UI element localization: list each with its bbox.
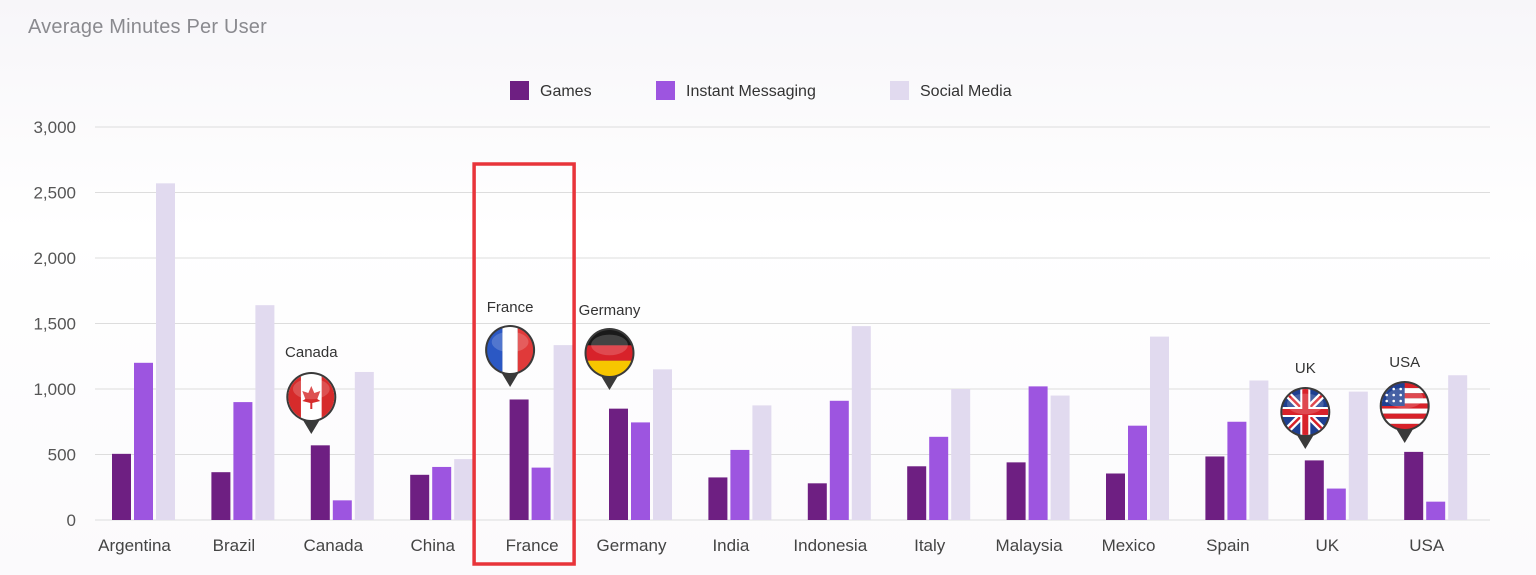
bar-malaysia-social-media	[1050, 395, 1070, 520]
bar-germany-games	[609, 408, 628, 520]
bar-spain-social-media	[1249, 380, 1269, 520]
flag-graphic	[288, 374, 335, 420]
bar-italy-social-media	[951, 389, 971, 520]
bar-canada-social-media	[354, 371, 374, 520]
bar-italy-instant-messaging	[929, 436, 949, 520]
bar-china-social-media	[454, 459, 474, 520]
x-tick-label: India	[712, 536, 749, 555]
bar-china-games	[410, 474, 430, 520]
highlight-box-france	[472, 162, 576, 566]
y-tick-label: 500	[48, 446, 76, 465]
france-flag-icon	[485, 325, 536, 387]
flag-label-uk: UK	[1295, 360, 1316, 377]
bar-malaysia-games	[1006, 462, 1026, 520]
y-tick-label: 2,000	[33, 249, 76, 268]
bar-china-instant-messaging	[432, 466, 452, 520]
flag-label-germany: Germany	[579, 302, 641, 319]
legend-swatch-instant-messaging	[656, 81, 675, 100]
bar-india-games	[708, 477, 728, 520]
bar-argentina-social-media	[156, 183, 175, 520]
legend-swatch-social-media	[890, 81, 909, 100]
chart-title: Average Minutes Per User	[28, 16, 267, 38]
legend-label[interactable]: Instant Messaging	[686, 83, 816, 100]
bar-france-instant-messaging	[531, 467, 551, 520]
x-tick-label: Brazil	[213, 536, 256, 555]
x-tick-label: Italy	[914, 536, 946, 555]
y-tick-label: 3,000	[33, 118, 76, 137]
bar-mexico-social-media	[1150, 336, 1169, 520]
pin-shine	[1286, 393, 1324, 415]
y-tick-label: 1,000	[33, 380, 76, 399]
x-tick-label: Mexico	[1102, 536, 1156, 555]
uk-flag-icon	[1280, 387, 1331, 449]
bar-usa-instant-messaging	[1426, 501, 1446, 520]
y-tick-label: 0	[67, 511, 76, 530]
x-tick-label: Spain	[1206, 536, 1249, 555]
flag-label-usa: USA	[1389, 354, 1420, 371]
x-tick-label: China	[410, 536, 455, 555]
pin-shine	[1386, 387, 1424, 409]
bar-mexico-instant-messaging	[1128, 425, 1147, 520]
y-tick-label: 2,500	[33, 184, 76, 203]
bar-indonesia-instant-messaging	[829, 400, 849, 520]
flag-graphic	[586, 330, 633, 376]
bar-indonesia-games	[807, 483, 827, 520]
x-tick-label: UK	[1315, 536, 1339, 555]
legend-label[interactable]: Games	[540, 83, 592, 100]
bar-germany-social-media	[653, 369, 672, 520]
x-tick-label: Canada	[304, 536, 364, 555]
pin-shine	[491, 331, 529, 353]
x-tick-label: USA	[1409, 536, 1445, 555]
bar-canada-instant-messaging	[332, 500, 352, 520]
bar-usa-games	[1404, 451, 1424, 520]
bar-india-instant-messaging	[730, 449, 750, 520]
pin-shine	[591, 334, 628, 356]
pin-shine	[292, 378, 330, 400]
bar-brazil-games	[211, 472, 231, 520]
bar-spain-instant-messaging	[1227, 421, 1247, 520]
flag-label-france: France	[487, 299, 534, 316]
bar-italy-games	[907, 466, 927, 520]
bar-usa-social-media	[1448, 375, 1468, 520]
bar-uk-instant-messaging	[1326, 488, 1346, 520]
bar-mexico-games	[1106, 473, 1125, 520]
bar-argentina-games	[112, 453, 131, 520]
y-tick-label: 1,500	[33, 315, 76, 334]
germany-flag-icon	[584, 328, 635, 390]
flag-graphic	[1282, 389, 1329, 435]
bar-brazil-instant-messaging	[233, 402, 253, 520]
bar-canada-games	[310, 445, 330, 520]
x-tick-label: Malaysia	[996, 536, 1064, 555]
bar-brazil-social-media	[255, 305, 275, 520]
canada-flag-icon	[286, 372, 337, 434]
bar-uk-games	[1304, 460, 1324, 520]
x-tick-label: France	[506, 536, 559, 555]
maple-leaf	[302, 386, 321, 409]
flag-label-canada: Canada	[285, 344, 338, 361]
bar-germany-instant-messaging	[631, 422, 650, 520]
x-tick-label: Germany	[597, 536, 667, 555]
legend-swatch-games	[510, 81, 529, 100]
x-tick-label: Argentina	[98, 536, 171, 555]
bar-india-social-media	[752, 405, 772, 520]
x-tick-label: Indonesia	[793, 536, 867, 555]
bar-malaysia-instant-messaging	[1028, 386, 1048, 520]
bar-spain-games	[1205, 456, 1225, 520]
flag-graphic	[487, 327, 534, 373]
legend-label[interactable]: Social Media	[920, 83, 1012, 100]
usa-flag-icon	[1379, 381, 1430, 443]
bar-argentina-instant-messaging	[134, 362, 153, 520]
bar-france-social-media	[553, 345, 573, 520]
bar-indonesia-social-media	[851, 326, 871, 520]
bar-france-games	[509, 399, 529, 520]
bar-uk-social-media	[1348, 391, 1368, 520]
